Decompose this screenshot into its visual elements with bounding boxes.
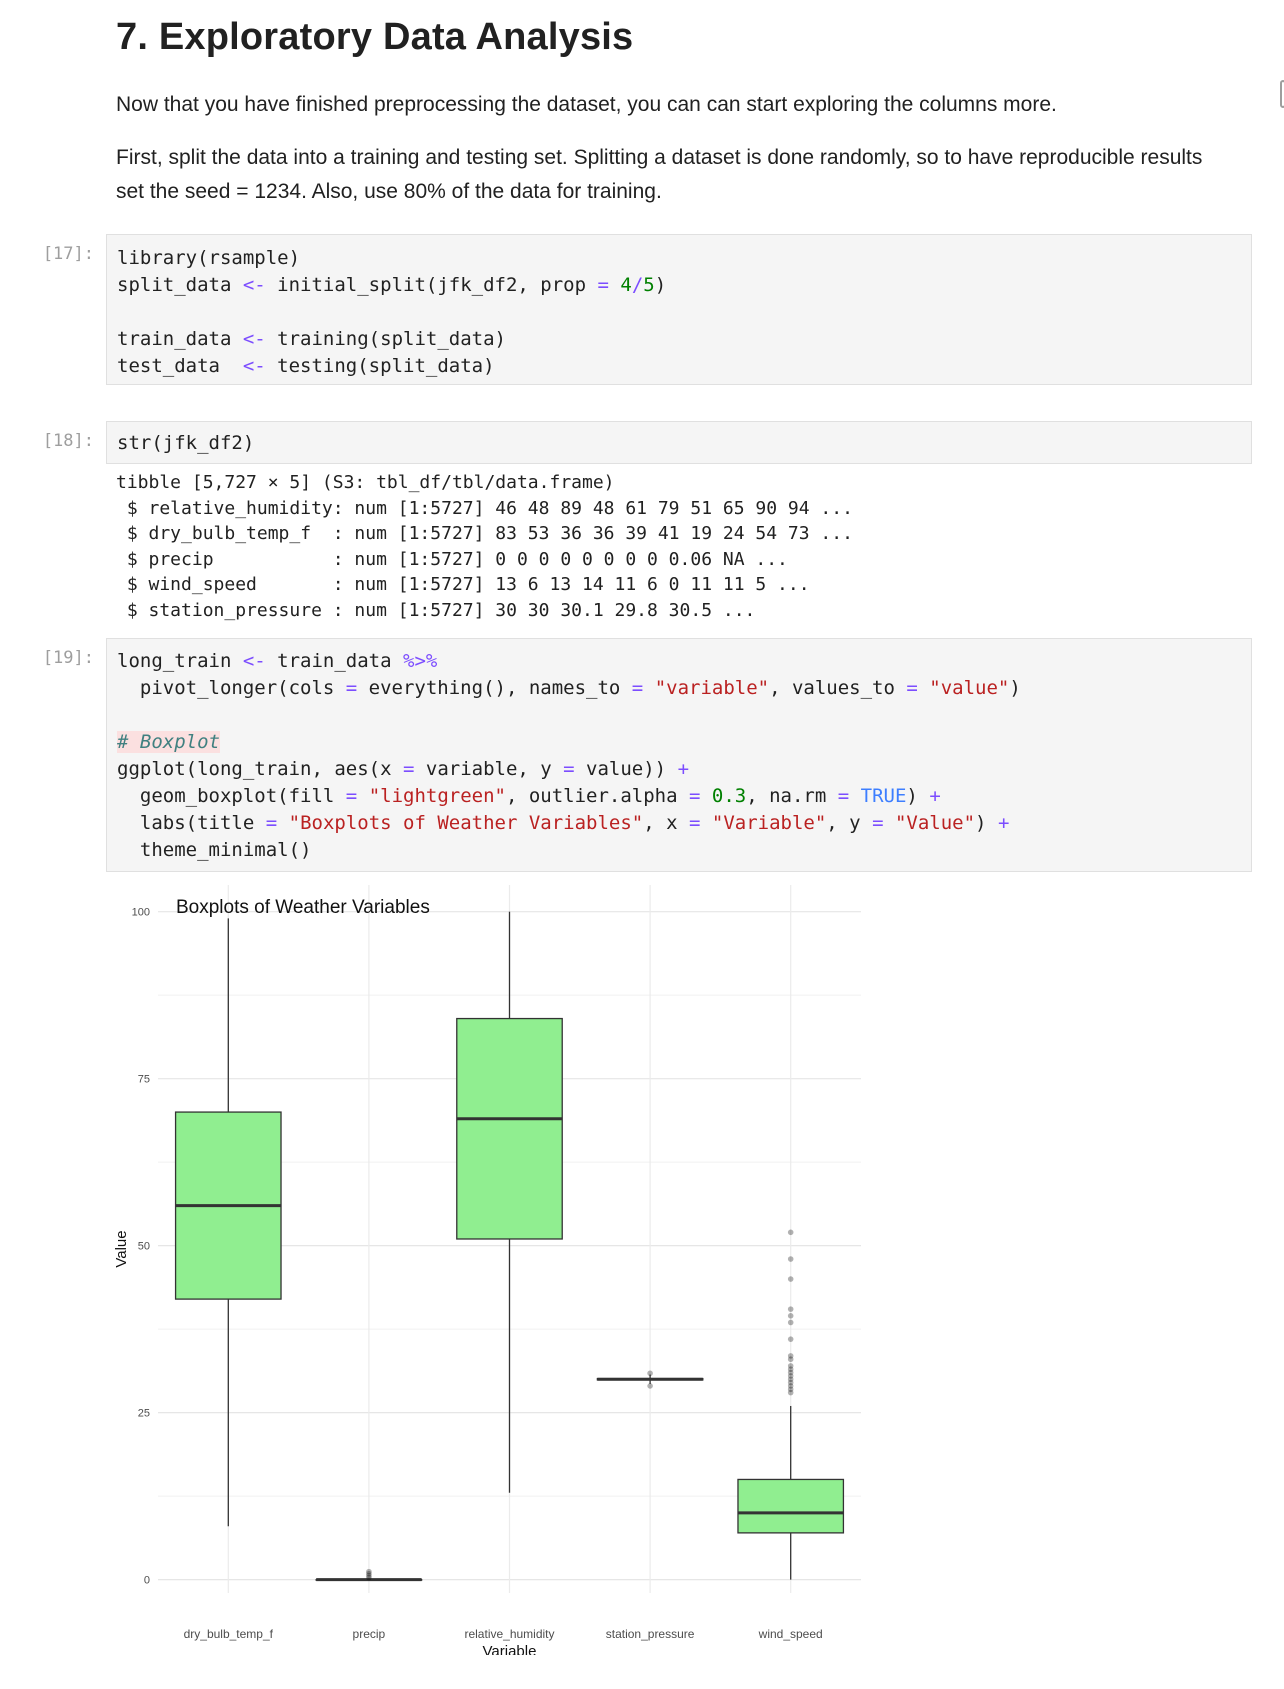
x-axis-title: Variable [483,1643,537,1655]
code-line: str(jfk_df2) [117,432,255,454]
x-tick-label: dry_bulb_temp_f [184,1627,274,1641]
outlier-point [787,1363,794,1369]
x-tick-label: station_pressure [606,1627,695,1641]
y-tick-label: 0 [144,1575,150,1587]
y-tick-label: 100 [132,907,150,919]
outlier-point [647,1383,653,1389]
outlier-point [787,1376,794,1383]
str-output: tibble [5,727 × 5] (S3: tbl_df/tbl/data.… [116,470,853,623]
split-paragraph-line2: set the seed = 1234. Also, use 80% of th… [116,180,662,203]
outlier-point [366,1570,372,1577]
outlier-point [787,1366,794,1373]
cell-prompt-19: [19]: [42,648,94,668]
x-tick-label: relative_humidity [464,1627,554,1641]
outlier-point [787,1369,794,1376]
outlier-point [787,1389,794,1396]
code-editor[interactable]: str(jfk_df2) [117,430,1241,457]
code-cell-19[interactable]: long_train <- train_data %>% pivot_longe… [106,638,1252,872]
outlier-point [787,1379,794,1386]
outlier-point [787,1276,794,1282]
scrollbar-thumb[interactable] [1280,80,1284,108]
section-heading: 7. Exploratory Data Analysis [116,16,634,58]
code-line: test_data <- testing(split_data) [117,355,495,377]
y-tick-label: 75 [138,1074,150,1086]
intro-paragraph: Now that you have finished preprocessing… [116,93,1057,116]
outlier-point [787,1336,794,1342]
y-tick-label: 25 [138,1408,150,1420]
cell-prompt-18: [18]: [42,431,94,451]
boxplot-chart: 0 25 50 75 100 dry_bulb_temp_f precip relative_… [113,879,861,1660]
output-line: $ wind_speed : num [1:5727] 13 6 13 14 1… [116,574,810,595]
code-line: geom_boxplot(fill = "lightgreen", outlie… [117,785,941,807]
plot-output: Boxplots of Weather Variables 0 25 50 75 100… [106,879,886,1660]
code-line: labs(title = "Boxplots of Weather Variab… [117,812,1010,834]
code-line: # Boxplot [117,731,220,753]
code-cell-17[interactable]: library(rsample) split_data <- initial_sp… [106,234,1252,385]
x-tick-label: wind_speed [758,1627,823,1641]
code-editor[interactable]: long_train <- train_data %>% pivot_longe… [117,648,1241,864]
cell-prompt-17: [17]: [42,244,94,264]
outlier-point [787,1306,794,1312]
y-axis-title: Value [113,1230,130,1267]
output-line: $ station_pressure : num [1:5727] 30 30 … [116,599,756,621]
box-iqr [737,1478,845,1534]
code-editor[interactable]: library(rsample) split_data <- initial_sp… [117,245,1241,380]
outlier-point [787,1229,794,1236]
x-tick-label: precip [353,1627,386,1641]
outlier-point [787,1373,794,1379]
outlier-point [787,1256,794,1262]
code-line: ggplot(long_train, aes(x = variable, y =… [117,758,690,780]
code-line [117,702,1241,729]
code-line [117,299,1241,326]
output-line: $ relative_humidity: num [1:5727] 46 48 … [116,497,853,519]
output-line: $ dry_bulb_temp_f : num [1:5727] 83 53 3… [116,523,853,544]
outlier-point [787,1353,794,1359]
output-line: tibble [5,727 × 5] (S3: tbl_df/tbl/data.… [116,472,615,493]
code-line: split_data <- initial_split(jfk_df2, pro… [117,274,667,296]
outlier-point [787,1312,794,1319]
code-line: theme_minimal() [117,839,312,861]
code-line: library(rsample) [117,247,301,269]
outlier-point [787,1319,794,1326]
outlier-point [787,1386,794,1393]
code-cell-18[interactable]: str(jfk_df2) [106,421,1252,464]
outlier-point [366,1572,372,1579]
outlier-point [366,1568,372,1575]
code-line: train_data <- training(split_data) [117,328,506,350]
y-tick-label: 50 [138,1241,150,1253]
output-line: $ precip : num [1:5727] 0 0 0 0 0 0 0 0 … [116,548,788,570]
outlier-point [647,1370,653,1377]
chart-title: Boxplots of Weather Variables [176,897,430,918]
code-line: pivot_longer(cols = everything(), names_… [117,677,1021,699]
outlier-point [366,1574,372,1581]
outlier-point [787,1383,794,1389]
outlier-point [787,1356,794,1363]
box-iqr [456,1017,563,1240]
split-paragraph-line1: First, split the data into a training an… [116,146,1203,169]
code-line: long_train <- train_data %>% [117,650,438,672]
